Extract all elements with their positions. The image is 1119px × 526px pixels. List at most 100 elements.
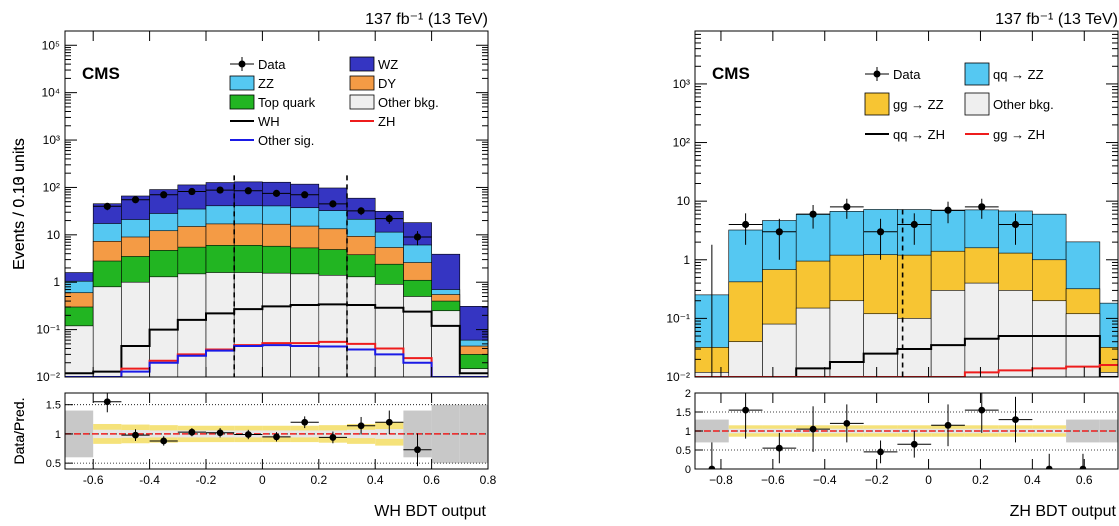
y-axis-label: Events / 0.13 units <box>11 138 28 270</box>
bar-other-bkg- <box>431 310 461 377</box>
data-point <box>329 200 337 208</box>
legend-label: Data <box>893 67 921 82</box>
ratio-y-axis-label: Data/Pred. <box>11 398 27 465</box>
y-tick-label: 10³ <box>43 133 60 147</box>
x-axis-label: WH BDT output <box>374 503 486 520</box>
bar-other-bkg- <box>863 313 898 377</box>
bar-other-bkg- <box>346 276 376 377</box>
legend-swatch <box>864 92 890 116</box>
x-axis-label: ZH BDT output <box>1010 503 1117 520</box>
ratio-point <box>273 433 280 441</box>
ratio-point <box>910 440 918 448</box>
bar-other-bkg- <box>762 323 797 377</box>
ratio-y-tick-label: 0.5 <box>676 445 691 457</box>
bar-other-bkg- <box>318 274 348 377</box>
x-tick-label: 0.4 <box>367 473 384 487</box>
y-tick-label: 10⁻¹ <box>666 311 690 325</box>
ratio-y-tick-label: 1 <box>685 426 691 438</box>
data-point <box>244 187 252 195</box>
ratio-unc-outer <box>1099 419 1118 443</box>
legend-label: ZZ <box>258 76 274 91</box>
data-point <box>385 215 393 223</box>
data-point <box>103 202 111 210</box>
data-point <box>301 191 309 199</box>
x-tick-label: -0.6 <box>83 473 104 487</box>
ratio-point <box>775 444 783 452</box>
ratio-group <box>695 393 1118 469</box>
data-point <box>160 191 168 199</box>
legend-data-marker <box>238 60 246 68</box>
bar-other-bkg- <box>233 272 263 377</box>
y-axis-label: Events / 0.10 units <box>11 138 28 270</box>
ratio-point <box>978 406 986 414</box>
ratio-point <box>809 425 817 433</box>
y-tick-label: 10⁻² <box>36 370 60 384</box>
ratio-point <box>1012 416 1019 423</box>
legend-swatch <box>964 62 990 86</box>
ratio-frame <box>64 392 489 470</box>
legend-swatch <box>349 94 375 110</box>
legend-data-marker <box>873 70 881 78</box>
legend-label: qq → ZH <box>893 127 945 142</box>
ratio-point <box>188 428 196 436</box>
line-wh <box>65 303 488 375</box>
data-point <box>188 187 196 196</box>
data-point <box>1011 220 1020 229</box>
ratio-point <box>708 465 716 469</box>
bar-other-bkg- <box>964 282 999 377</box>
line-gg---zh <box>695 364 1118 377</box>
y-tick-label: 10³ <box>673 77 690 91</box>
cms-label: CMS <box>82 64 120 83</box>
legend-label: gg → ZZ <box>893 97 944 112</box>
ratio-point <box>244 431 252 438</box>
y-tick-label: 10⁻¹ <box>36 323 60 337</box>
bar-other-bkg- <box>92 286 122 377</box>
y-tick-label: 10⁵ <box>42 38 60 52</box>
line-qq---zh <box>695 335 1118 377</box>
legend-swatch <box>349 75 375 91</box>
y-tick-label: 10 <box>47 228 61 242</box>
ratio-point <box>877 448 884 456</box>
x-tick-label: 0 <box>259 473 266 487</box>
data-point <box>357 207 365 215</box>
data-point <box>742 220 750 229</box>
ratio-y-tick-label: 1.5 <box>46 400 61 412</box>
bar-other-bkg- <box>1032 300 1067 377</box>
ratio-point <box>216 429 224 437</box>
bar-other-bkg- <box>121 281 150 377</box>
ratio-point <box>742 406 750 414</box>
legend-label: Top quark <box>258 95 316 110</box>
bar-other-bkg- <box>998 290 1033 377</box>
data-point <box>809 210 817 218</box>
data-point <box>944 206 952 214</box>
x-tick-label: 0.2 <box>972 473 989 487</box>
ratio-y-tick-label: 1.5 <box>676 407 691 419</box>
x-tick-label: −0.4 <box>813 473 837 487</box>
stack-group <box>695 198 1118 377</box>
x-tick-label: −0.2 <box>865 473 889 487</box>
bar-other-bkg- <box>177 273 207 377</box>
data-point <box>216 186 224 194</box>
ratio-group <box>65 393 488 467</box>
bar-other-bkg- <box>290 273 320 377</box>
x-tick-label: -0.4 <box>139 473 160 487</box>
x-tick-label: 0.2 <box>310 473 327 487</box>
ratio-y-tick-label: 1 <box>55 429 61 441</box>
data-point <box>876 228 885 236</box>
ratio-point <box>160 437 168 445</box>
ratio-unc-inner <box>149 430 178 438</box>
data-point <box>843 203 851 211</box>
ratio-point <box>843 420 851 427</box>
ratio-point <box>132 431 139 439</box>
panel-2 <box>694 30 1119 470</box>
x-tick-label: −0.6 <box>761 473 785 487</box>
x-tick-label: 0.6 <box>1076 473 1093 487</box>
data-point <box>978 203 986 211</box>
legend-swatch <box>964 92 990 116</box>
legend-swatch <box>349 56 375 72</box>
y-tick-label: 10⁻² <box>666 370 690 384</box>
data-point <box>131 196 140 204</box>
ratio-y-axis-label: Data/Pred. <box>11 398 27 465</box>
